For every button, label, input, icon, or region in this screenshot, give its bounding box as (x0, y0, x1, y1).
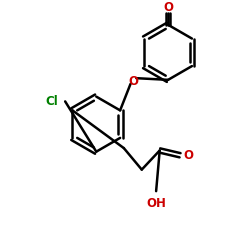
Text: O: O (128, 74, 138, 88)
Text: O: O (184, 149, 194, 162)
Text: O: O (163, 1, 173, 14)
Text: OH: OH (146, 197, 166, 210)
Text: Cl: Cl (45, 95, 58, 108)
